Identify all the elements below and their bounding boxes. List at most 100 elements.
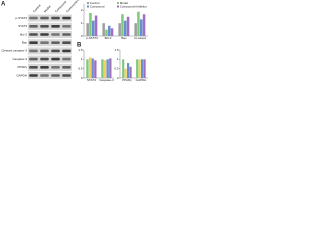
- x-tick-label: Bax: [121, 36, 127, 40]
- page: {"panel_a":{"label":"A","columns":["Cont…: [0, 0, 150, 82]
- bar: [106, 59, 109, 78]
- bar: [143, 59, 146, 78]
- blot-band: [51, 49, 60, 53]
- legend-label: Compound: [90, 4, 105, 8]
- bar: [140, 19, 143, 36]
- bar: [134, 23, 137, 36]
- bar: [142, 14, 146, 36]
- blot-background: [28, 31, 72, 38]
- bar: [91, 58, 94, 78]
- blot-band: [40, 25, 49, 28]
- blot-band: [51, 66, 60, 69]
- bar: [86, 23, 89, 36]
- y-tick-label: 0.5: [114, 66, 119, 70]
- blot-band: [40, 66, 49, 69]
- x-tick-label: STAT3: [87, 78, 96, 82]
- legend-swatch: [117, 5, 119, 8]
- x-tick-label: Caspase-3: [99, 78, 114, 82]
- blot-band: [51, 25, 60, 28]
- legend-swatch: [87, 2, 89, 4]
- y-tick-label: 1: [81, 21, 83, 25]
- x-tick-label: PPARγ: [122, 78, 132, 82]
- blot-band: [62, 66, 71, 69]
- bar: [137, 11, 140, 36]
- blot-band: [62, 16, 71, 20]
- bar: [86, 59, 89, 78]
- row-label: STAT3: [18, 24, 27, 28]
- panel-label: B: [77, 43, 82, 49]
- blot-background: [28, 14, 72, 22]
- legend-label: Control: [90, 1, 100, 5]
- bar: [94, 15, 98, 36]
- blot-band: [29, 16, 38, 20]
- y-tick-label: 0: [81, 76, 83, 80]
- blot-band: [29, 49, 38, 53]
- column-label: Model: [43, 4, 52, 13]
- row-label: Cleaved caspase-3: [1, 49, 27, 53]
- bar: [122, 59, 125, 78]
- bar: [89, 12, 92, 37]
- legend-label: Compound+Inhibitor: [120, 4, 147, 8]
- x-tick-label: p-STAT3: [86, 36, 98, 40]
- blot-background: [28, 55, 72, 63]
- row-label: Bax: [22, 40, 28, 44]
- panel-label: A: [1, 2, 6, 8]
- blot-background: [28, 72, 72, 79]
- blot-band: [51, 16, 60, 20]
- row-label: p-STAT3: [15, 16, 27, 20]
- y-tick-label: 1: [81, 57, 83, 61]
- bar: [127, 63, 130, 78]
- legend-label: Model: [120, 1, 129, 5]
- blot-band: [40, 41, 49, 44]
- y-tick-label: 0: [81, 34, 83, 38]
- blot-band: [29, 57, 38, 61]
- bar: [102, 23, 105, 36]
- figure: A B Control Model CompoundCompound+Inhibit…: [1, 0, 148, 82]
- blot-band: [40, 49, 49, 53]
- blot-band: [62, 33, 71, 36]
- blot-background: [28, 39, 72, 47]
- blot-band: [40, 16, 49, 20]
- bar: [124, 20, 127, 36]
- bar: [121, 14, 124, 36]
- blot-band: [62, 57, 71, 61]
- y-tick-label: 1.5: [114, 48, 119, 52]
- blot-band: [29, 33, 38, 36]
- blot-band: [29, 66, 38, 69]
- row-label: Bcl-2: [20, 32, 27, 36]
- legend-swatch: [87, 5, 89, 8]
- y-tick-label: 1: [117, 57, 119, 61]
- bar: [94, 60, 97, 78]
- bar: [118, 23, 121, 36]
- bar: [141, 59, 144, 78]
- x-tick-label: GAPDH: [136, 78, 147, 82]
- blot-band: [29, 74, 38, 77]
- column-label: Control: [32, 3, 42, 13]
- legend-swatch: [117, 2, 119, 4]
- blot-band: [62, 25, 71, 28]
- x-tick-label: Cl-casp3: [134, 36, 146, 40]
- bar: [138, 59, 141, 78]
- bar: [129, 66, 132, 78]
- blot-band: [51, 41, 60, 44]
- bar: [108, 25, 111, 36]
- bar: [101, 59, 104, 78]
- bar: [126, 16, 130, 36]
- bar: [110, 28, 114, 36]
- y-tick-label: 1.5: [78, 48, 83, 52]
- blot-band: [40, 74, 49, 77]
- y-tick-label: 0: [117, 76, 119, 80]
- blot-background: [28, 22, 72, 30]
- blot-background: [28, 47, 72, 55]
- bar: [136, 59, 139, 78]
- blot-band: [51, 33, 60, 36]
- bar: [124, 68, 127, 78]
- bar: [109, 58, 112, 78]
- x-tick-label: Bcl-2: [105, 36, 112, 40]
- bar: [88, 57, 92, 78]
- row-label: Caspase-3: [12, 57, 27, 61]
- blot-band: [29, 41, 38, 44]
- blot-band: [62, 49, 71, 53]
- blot-band: [62, 41, 71, 44]
- blot-band: [40, 57, 49, 61]
